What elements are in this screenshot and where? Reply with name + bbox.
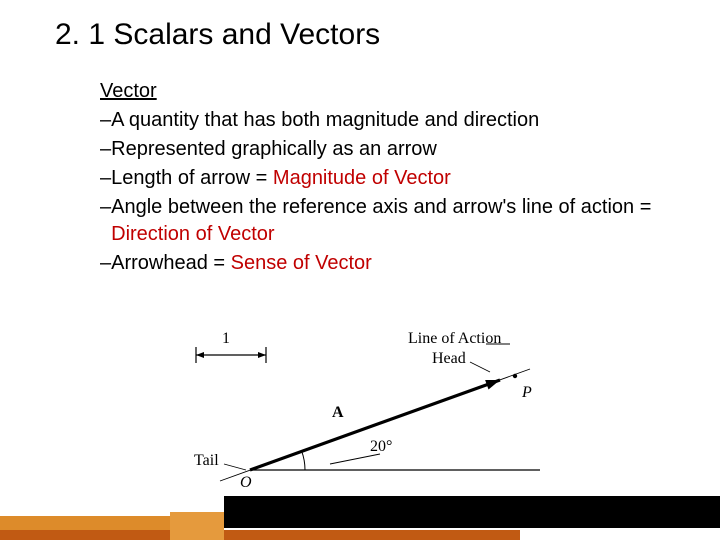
footer-bar-black [224,496,720,528]
bullet-text: Angle between the reference axis and arr… [111,194,660,248]
bullet-text: Length of arrow = Magnitude of Vector [111,165,660,192]
footer-bar-orange-b [0,530,520,540]
body-text: Vector – A quantity that has both magnit… [100,78,660,277]
bullet-item: – Length of arrow = Magnitude of Vector [100,165,660,192]
slide-title: 2. 1 Scalars and Vectors [55,18,380,52]
label-scale-1: 1 [222,330,230,348]
label-A: A [332,404,344,422]
label-line-of-action: Line of Action [408,330,501,348]
term-vector: Vector [100,78,660,105]
footer-bar-orange-c [170,512,224,540]
label-tail: Tail [194,452,219,470]
vector-diagram-svg [170,330,570,490]
label-O: O [240,474,252,492]
label-head: Head [432,350,466,368]
bullet-item: – Arrowhead = Sense of Vector [100,250,660,277]
bullet-list: – A quantity that has both magnitude and… [100,107,660,277]
bullet-text: Arrowhead = Sense of Vector [111,250,660,277]
bullet-item: – Represented graphically as an arrow [100,136,660,163]
bullet-item: – A quantity that has both magnitude and… [100,107,660,134]
label-P: P [522,384,532,402]
bullet-item: – Angle between the reference axis and a… [100,194,660,248]
label-angle: 20° [370,438,392,456]
bullet-dash: – [100,165,111,192]
bullet-text: A quantity that has both magnitude and d… [111,107,660,134]
bullet-dash: – [100,194,111,221]
footer-decoration [0,496,720,540]
slide: 2. 1 Scalars and Vectors Vector – A quan… [0,0,720,540]
bullet-dash: – [100,107,111,134]
bullet-dash: – [100,250,111,277]
vector-diagram: 1 A Line of Action Head P 20° Tail O [170,330,570,490]
bullet-dash: – [100,136,111,163]
bullet-text: Represented graphically as an arrow [111,136,660,163]
